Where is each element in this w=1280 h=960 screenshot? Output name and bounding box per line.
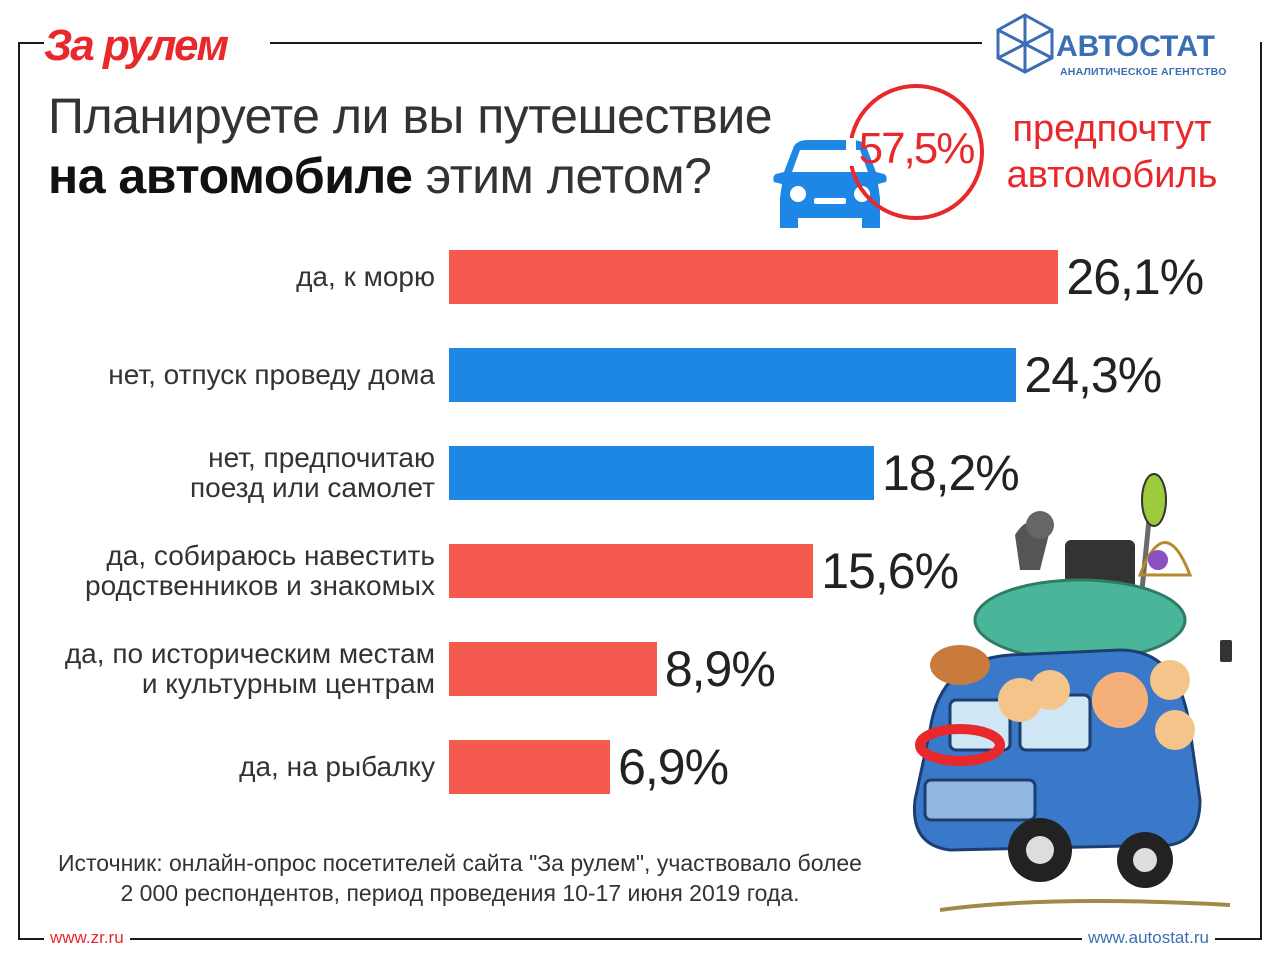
bar-value-label: 6,9%	[618, 739, 729, 795]
bar-label: да, на рыбалку	[239, 751, 435, 782]
bar	[449, 642, 657, 696]
footer-link-zr[interactable]: www.zr.ru	[44, 928, 130, 948]
frame-top-line	[270, 42, 982, 44]
travel-car-illustration	[912, 473, 1232, 912]
bar	[449, 250, 1059, 304]
title-line-2: на автомобиле этим летом?	[48, 146, 808, 206]
bar-label: да, собираюсь навестить родственников и …	[85, 540, 435, 601]
bar	[449, 348, 1017, 402]
title-rest-part: этим летом?	[412, 148, 712, 204]
zarulem-logo: За рулем	[44, 18, 237, 74]
autostat-subtitle: АНАЛИТИЧЕСКОЕ АГЕНТСТВО	[1060, 66, 1227, 78]
bar	[449, 544, 814, 598]
highlight-circle	[846, 84, 984, 220]
bar-label: да, к морю	[296, 261, 435, 292]
bar-label: нет, предпочитаю поезд или самолет	[189, 442, 435, 503]
bar-value-label: 8,9%	[664, 641, 776, 697]
title-bold-part: на автомобиле	[48, 148, 413, 204]
frame-left-top-tick	[18, 42, 44, 44]
bar-label: нет, отпуск проведу дома	[108, 359, 435, 390]
highlight-caption: предпочтут автомобиль	[1006, 108, 1218, 196]
bar-label: да, по историческим местам и культурным …	[64, 638, 435, 699]
bar-value-label: 18,2%	[881, 445, 1020, 501]
bar	[449, 740, 611, 794]
bar	[449, 446, 874, 500]
frame-bottom-line	[18, 938, 1262, 940]
bar-value-label: 15,6%	[821, 543, 959, 599]
frame-right-line	[1260, 42, 1262, 939]
source-note: Источник: онлайн-опрос посетителей сайта…	[58, 850, 862, 906]
bar-value-label: 26,1%	[1066, 249, 1204, 305]
autostat-name: АВТОСТАТ	[1056, 30, 1215, 63]
frame-left-line	[18, 42, 20, 939]
title-line-1: Планируете ли вы путешествие	[48, 88, 773, 144]
highlight-value: 57,5%	[858, 124, 976, 173]
autostat-logo-icon	[996, 13, 1054, 74]
chart-title: Планируете ли вы путешествие на автомоби…	[48, 86, 808, 206]
bar-value-label: 24,3%	[1024, 347, 1162, 403]
autostat-logo: АВТОСТАТ АНАЛИТИЧЕСКОЕ АГЕНТСТВО	[990, 10, 1240, 80]
footer-link-autostat[interactable]: www.autostat.ru	[1082, 928, 1215, 948]
